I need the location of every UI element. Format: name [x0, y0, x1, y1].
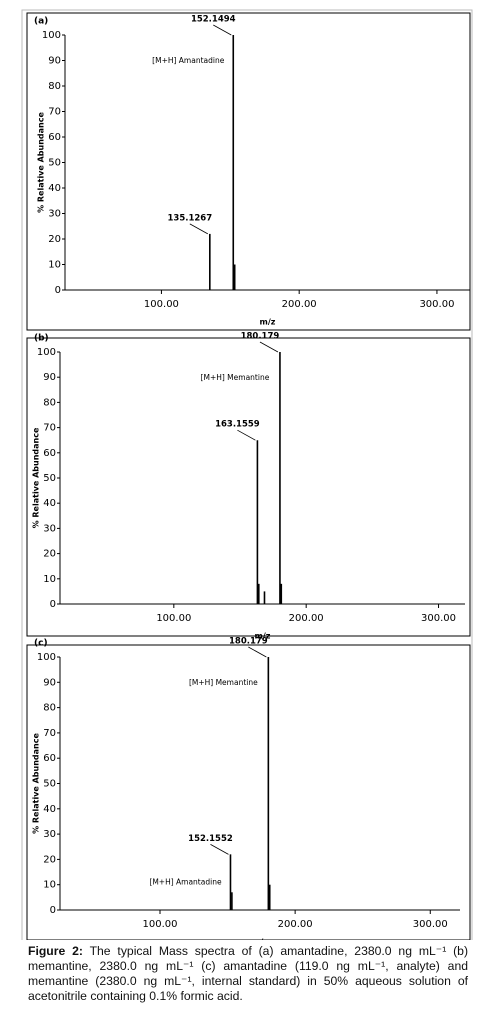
- x-tick-label: 300.00: [413, 919, 448, 930]
- y-axis-label: % Relative Abundance: [37, 112, 46, 213]
- peak-label: 180.179: [229, 637, 268, 647]
- y-tick-label: 90: [43, 372, 56, 383]
- x-tick-label: 200.00: [289, 613, 324, 624]
- y-tick-label: 100: [37, 347, 56, 358]
- y-tick-label: 100: [42, 30, 61, 41]
- annotation: [M+H] Memantine: [201, 373, 270, 382]
- y-tick-label: 10: [43, 880, 56, 891]
- peak-label: 152.1494: [191, 15, 236, 25]
- x-tick-label: 200.00: [282, 299, 317, 310]
- peak-label: 135.1267: [167, 213, 212, 223]
- panel-frame: [26, 337, 471, 637]
- y-tick-label: 40: [43, 804, 56, 815]
- panel-frame: [26, 644, 471, 940]
- y-tick-label: 50: [43, 473, 56, 484]
- panel-label: (c): [34, 639, 48, 649]
- y-tick-label: 20: [43, 549, 56, 560]
- y-tick-label: 90: [43, 677, 56, 688]
- y-tick-label: 30: [43, 829, 56, 840]
- y-axis-label: % Relative Abundance: [32, 427, 41, 528]
- x-tick-label: 300.00: [421, 613, 456, 624]
- y-tick-label: 60: [43, 753, 56, 764]
- x-tick-label: 100.00: [143, 919, 178, 930]
- y-tick-label: 40: [48, 183, 61, 194]
- x-tick-label: 200.00: [278, 919, 313, 930]
- annotation: [M+H] Memantine: [189, 678, 258, 687]
- leader-line: [189, 223, 209, 235]
- y-tick-label: 30: [48, 209, 61, 220]
- y-tick-label: 10: [48, 260, 61, 271]
- y-tick-label: 50: [43, 779, 56, 790]
- x-axis-label: m/z: [255, 632, 271, 641]
- y-tick-label: 60: [43, 448, 56, 459]
- caption: Figure 2: The typical Mass spectra of (a…: [28, 944, 468, 1004]
- y-tick-label: 80: [43, 397, 56, 408]
- y-tick-label: 20: [48, 234, 61, 245]
- y-tick-label: 90: [48, 56, 61, 67]
- x-tick-label: 100.00: [144, 299, 179, 310]
- panel-frame: [26, 12, 471, 331]
- y-tick-label: 0: [55, 285, 61, 296]
- x-axis-label: m/z: [260, 318, 276, 327]
- peak-label: 163.1559: [215, 420, 260, 430]
- y-tick-label: 0: [50, 905, 56, 916]
- y-tick-label: 100: [37, 652, 56, 663]
- y-tick-label: 60: [48, 132, 61, 143]
- y-tick-label: 20: [43, 854, 56, 865]
- y-tick-label: 80: [48, 81, 61, 92]
- figure-frame: [21, 9, 473, 940]
- y-tick-label: 70: [43, 423, 56, 434]
- y-tick-label: 80: [43, 703, 56, 714]
- x-tick-label: 300.00: [419, 299, 454, 310]
- caption-label: Figure 2:: [28, 944, 83, 958]
- y-tick-label: 70: [48, 107, 61, 118]
- y-tick-label: 50: [48, 158, 61, 169]
- peak-label: 152.1552: [188, 834, 233, 844]
- leader-line: [237, 429, 256, 441]
- y-axis-label: % Relative Abundance: [32, 733, 41, 834]
- annotation: [M+H] Amantadine: [152, 56, 225, 65]
- y-tick-label: 0: [50, 599, 56, 610]
- leader-line: [248, 646, 267, 658]
- caption-text: The typical Mass spectra of (a) amantadi…: [28, 944, 469, 1003]
- annotation: [M+H] Amantadine: [149, 877, 222, 886]
- y-tick-label: 40: [43, 498, 56, 509]
- panel-label: (a): [34, 17, 48, 27]
- peak-label: 180.179: [241, 332, 280, 342]
- y-tick-label: 10: [43, 574, 56, 585]
- leader-line: [210, 843, 229, 855]
- x-tick-label: 100.00: [156, 613, 191, 624]
- leader-line: [259, 341, 279, 353]
- panel-label: (b): [34, 334, 49, 344]
- x-axis-label: m/z: [252, 938, 268, 941]
- y-tick-label: 70: [43, 728, 56, 739]
- y-tick-label: 30: [43, 523, 56, 534]
- leader-line: [213, 24, 232, 36]
